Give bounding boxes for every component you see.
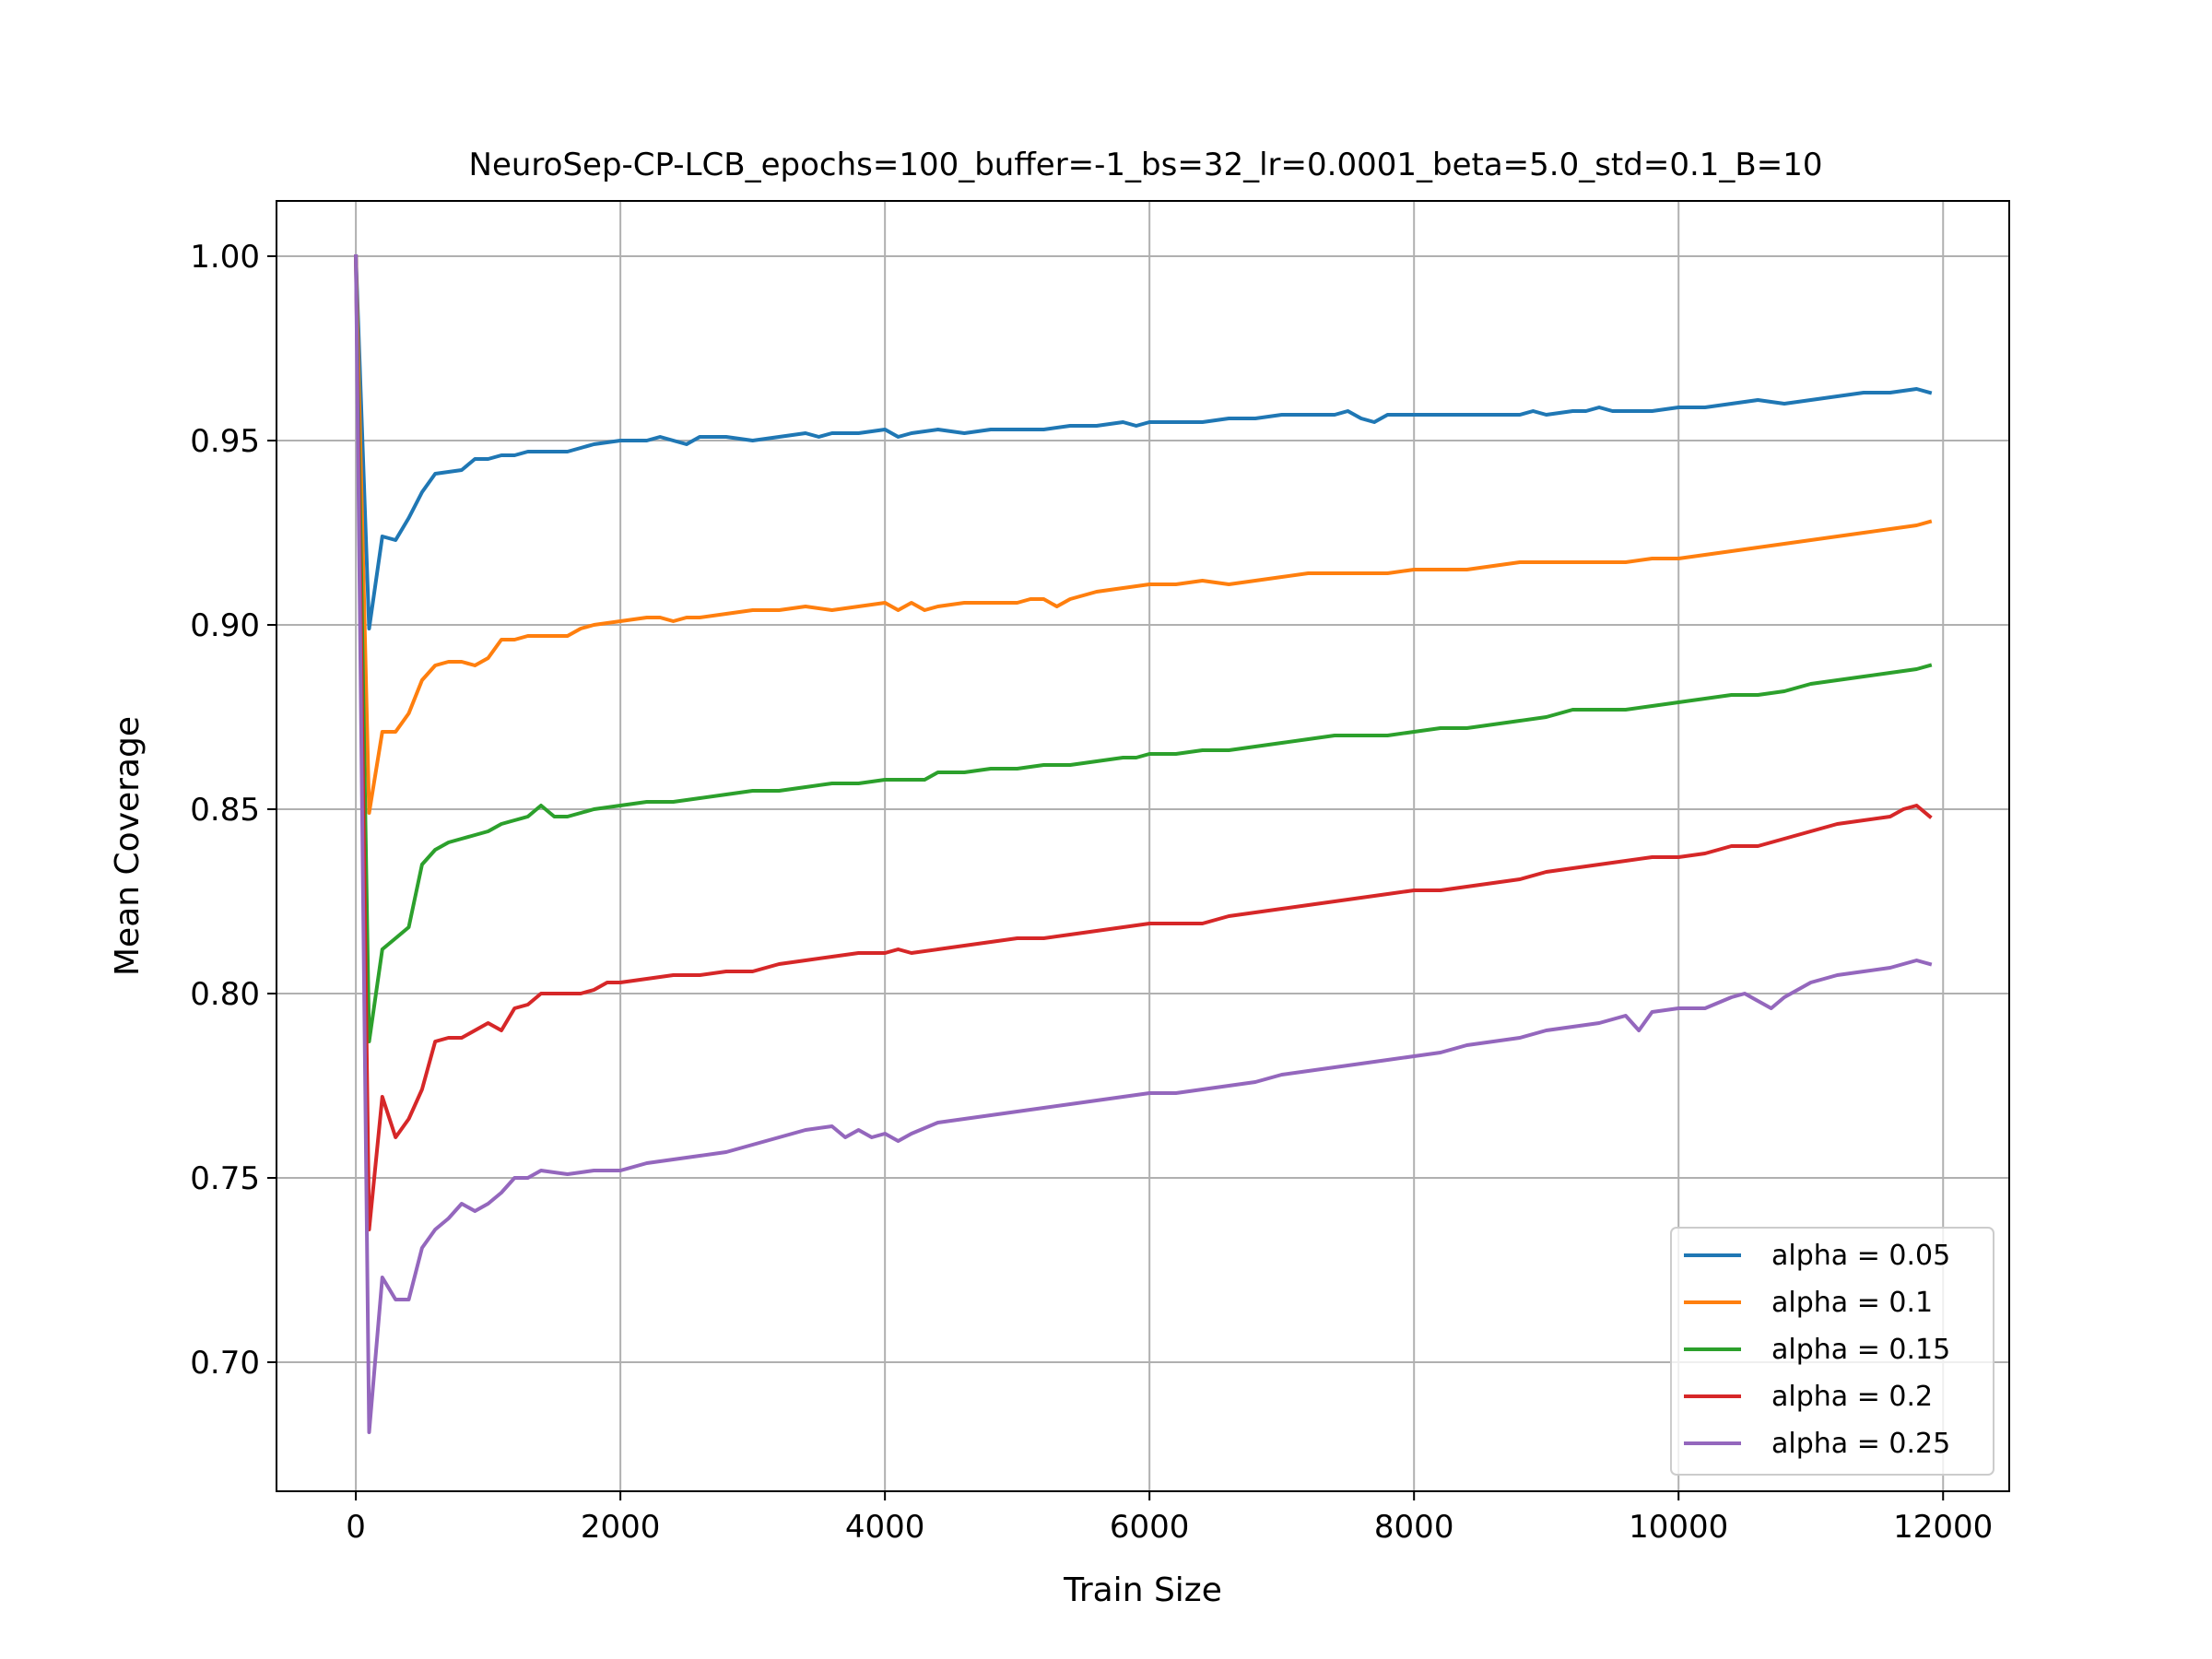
legend-label-1: alpha = 0.1 [1771,1287,1933,1319]
x-tick-label: 6000 [1110,1509,1190,1546]
x-tick-label: 2000 [581,1509,661,1546]
legend-items: alpha = 0.05 alpha = 0.1 alpha = 0.15 alpha… [1684,1240,1950,1460]
legend-label-4: alpha = 0.25 [1771,1428,1950,1460]
y-tick-label: 0.75 [190,1160,260,1197]
series-lines [354,253,1933,1434]
series-line-3 [354,253,1933,1231]
x-tick-label: 4000 [845,1509,925,1546]
x-tick-label: 12000 [1893,1509,1993,1546]
series-line-4 [354,253,1933,1434]
series-line-1 [354,253,1933,815]
x-axis-label: Train Size [1063,1571,1222,1609]
y-tick-label: 0.85 [190,792,260,829]
y-tick-label: 0.70 [190,1345,260,1382]
series-line-2 [354,253,1933,1043]
y-tick-label: 0.80 [190,976,260,1013]
chart-title: NeuroSep-CP-LCB_epochs=100_buffer=-1_bs=… [469,147,1823,183]
legend-box [1670,1227,1994,1476]
legend-label-3: alpha = 0.2 [1771,1381,1933,1413]
x-tick-label: 10000 [1629,1509,1728,1546]
plot-frame [276,200,2010,1492]
y-axis-ticks: 0.70 0.75 0.80 0.85 0.90 0.95 1.00 [190,239,276,1382]
x-tick-label: 0 [346,1509,366,1546]
y-axis-label: Mean Coverage [109,716,147,976]
legend-label-0: alpha = 0.05 [1771,1240,1950,1272]
series-line-0 [354,253,1933,630]
x-tick-label: 8000 [1374,1509,1454,1546]
y-tick-label: 0.90 [190,607,260,644]
legend: alpha = 0.05 alpha = 0.1 alpha = 0.15 alpha… [1670,1227,1994,1476]
y-tick-label: 0.95 [190,423,260,460]
x-axis-ticks: 0 2000 4000 6000 8000 10000 12000 [346,1491,1993,1546]
legend-label-2: alpha = 0.15 [1771,1334,1950,1366]
y-tick-label: 1.00 [190,239,260,276]
